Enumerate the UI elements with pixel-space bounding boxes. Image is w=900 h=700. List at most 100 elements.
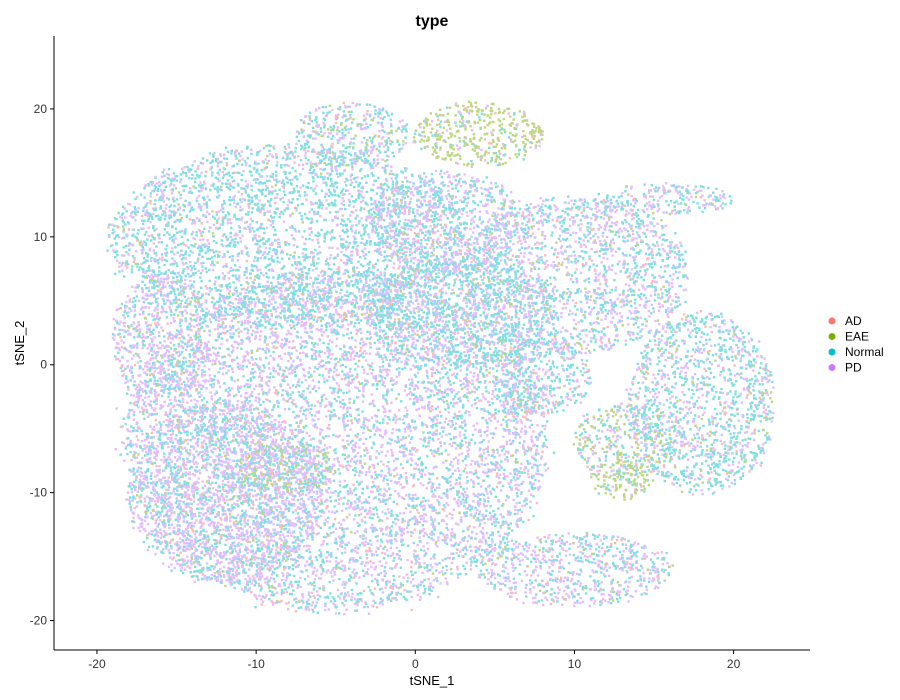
data-point-normal (356, 373, 359, 376)
data-point-pd (197, 444, 200, 447)
data-point-pd (407, 503, 410, 506)
data-point-pd (191, 512, 195, 516)
data-point-normal (525, 498, 528, 502)
data-point-normal (355, 582, 358, 585)
data-point-normal (236, 414, 239, 418)
data-point-normal (369, 539, 372, 542)
data-point-normal (413, 420, 416, 423)
data-point-pd (529, 419, 532, 422)
data-point-normal (225, 371, 228, 375)
data-point-normal (225, 517, 228, 521)
data-point-pd (429, 563, 432, 567)
data-point-normal (477, 482, 480, 485)
data-point-pd (191, 460, 194, 463)
data-point-normal (193, 409, 196, 412)
data-point-ad (380, 528, 384, 531)
data-point-pd (328, 403, 331, 406)
data-point-normal (230, 326, 233, 329)
data-point-pd (390, 353, 393, 356)
data-point-pd (367, 295, 370, 298)
data-point-pd (349, 397, 352, 401)
data-point-pd (514, 505, 517, 508)
data-point-normal (262, 364, 265, 367)
data-point-pd (511, 441, 514, 445)
data-point-ad (276, 393, 279, 396)
data-point-normal (466, 480, 469, 483)
data-point-normal (438, 511, 441, 514)
data-point-normal (441, 395, 445, 398)
data-point-pd (401, 486, 404, 489)
data-point-normal (452, 335, 455, 339)
data-point-pd (192, 380, 195, 383)
data-point-pd (269, 328, 272, 331)
data-point-normal (320, 473, 323, 476)
data-point-pd (187, 394, 191, 398)
data-point-normal (333, 397, 336, 401)
data-point-normal (418, 317, 421, 321)
data-point-normal (448, 432, 451, 436)
data-point-pd (246, 402, 250, 405)
data-point-pd (219, 305, 222, 308)
data-point-normal (452, 557, 455, 560)
data-point-pd (348, 561, 351, 564)
data-point-pd (505, 442, 509, 446)
data-point-normal (271, 408, 274, 412)
data-point-normal (385, 393, 388, 397)
data-point-ad (395, 418, 398, 421)
data-point-ad (386, 498, 389, 502)
data-point-eae (515, 427, 518, 431)
data-point-normal (348, 558, 352, 562)
data-point-eae (253, 480, 256, 484)
data-point-pd (384, 572, 387, 575)
data-point-pd (448, 488, 452, 491)
data-point-pd (301, 275, 305, 279)
data-point-normal (284, 515, 287, 519)
data-point-pd (538, 431, 542, 435)
data-point-pd (429, 425, 433, 428)
data-point-pd (491, 540, 494, 544)
data-point-pd (448, 557, 451, 560)
data-point-pd (142, 390, 145, 393)
data-point-normal (456, 490, 459, 493)
data-point-pd (323, 393, 326, 396)
data-point-normal (322, 569, 325, 572)
data-point-ad (474, 469, 477, 472)
data-point-pd (518, 484, 521, 487)
data-point-ad (393, 318, 397, 321)
data-point-pd (518, 475, 522, 478)
data-point-pd (374, 565, 377, 569)
data-point-pd (326, 349, 329, 352)
data-point-normal (400, 540, 403, 543)
data-point-ad (524, 416, 527, 419)
data-point-normal (527, 375, 531, 378)
data-point-pd (182, 465, 186, 468)
data-point-eae (395, 397, 398, 400)
data-point-normal (303, 482, 306, 486)
data-point-ad (492, 343, 495, 346)
data-point-pd (341, 445, 345, 448)
data-point-normal (332, 433, 335, 437)
data-point-normal (207, 535, 210, 538)
data-point-pd (514, 436, 517, 440)
data-point-normal (519, 401, 522, 404)
data-point-pd (438, 371, 442, 374)
data-point-normal (487, 536, 490, 540)
data-point-pd (283, 298, 286, 301)
data-point-pd (304, 330, 307, 333)
data-point-pd (143, 474, 146, 478)
data-point-normal (155, 412, 158, 416)
data-point-pd (316, 281, 319, 284)
data-point-pd (371, 553, 374, 556)
data-point-pd (343, 551, 347, 554)
data-point-pd (271, 603, 275, 606)
data-point-pd (343, 547, 347, 550)
data-point-pd (404, 327, 407, 330)
data-point-normal (371, 579, 374, 583)
data-point-normal (177, 386, 180, 390)
data-point-normal (311, 538, 314, 541)
data-point-normal (291, 384, 295, 387)
data-point-normal (516, 477, 520, 480)
data-point-ad (429, 381, 432, 384)
data-point-ad (333, 517, 337, 521)
data-point-pd (415, 408, 418, 411)
